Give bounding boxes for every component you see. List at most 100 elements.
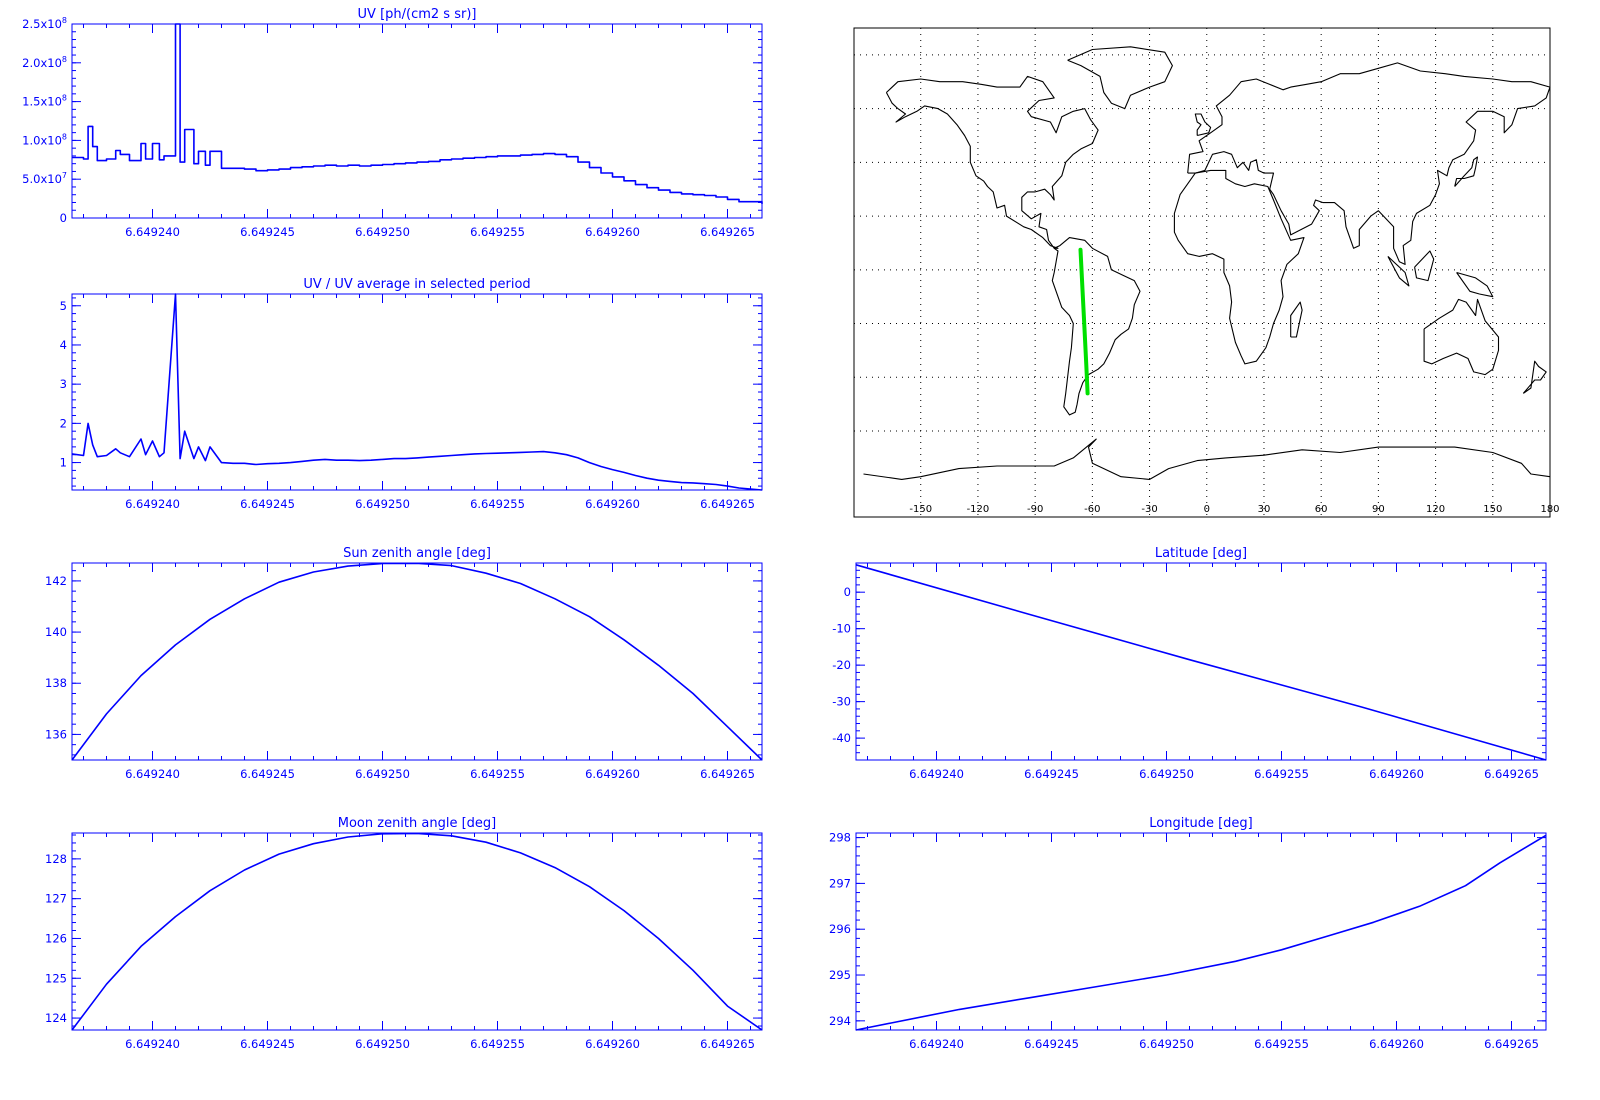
- map-lon-label: -60: [1084, 504, 1100, 515]
- plot-frame: [71, 832, 763, 1031]
- y-tick-label: 5.0x107: [22, 171, 67, 186]
- x-tick-label: 6.649250: [355, 1037, 410, 1051]
- map-lon-label: 30: [1258, 504, 1271, 515]
- y-tick-label: 0: [60, 211, 67, 225]
- map-lon-label: 150: [1483, 504, 1502, 515]
- y-tick-label: 295: [829, 968, 851, 982]
- chart-title: UV [ph/(cm2 s sr)]: [358, 7, 477, 22]
- y-tick-label: 1.0x108: [22, 132, 67, 147]
- map-lon-label: 180: [1540, 504, 1559, 515]
- plot-frame: [71, 23, 763, 219]
- y-tick-label: 127: [45, 892, 67, 906]
- plot-frame: [855, 562, 1547, 761]
- x-tick-label: 6.649265: [700, 767, 755, 781]
- chart-title: UV / UV average in selected period: [303, 277, 530, 292]
- latitude-panel: Latitude [deg] 6.649240 6.649245 6.649250 6.…: [832, 546, 1547, 781]
- chart-title: Longitude [deg]: [1149, 816, 1252, 831]
- series-line: [71, 562, 763, 761]
- x-tick-label: 6.649240: [125, 1037, 180, 1051]
- y-tick-label: 142: [45, 574, 67, 588]
- x-tick-label: 6.649255: [470, 767, 525, 781]
- x-tick-label: 6.649255: [1254, 1037, 1309, 1051]
- y-tick-label: 0: [844, 585, 851, 599]
- map-lon-label: 60: [1315, 504, 1328, 515]
- x-tick-label: 6.649260: [585, 767, 640, 781]
- x-tick-label: 6.649250: [1139, 1037, 1194, 1051]
- map-lon-label: -90: [1027, 504, 1043, 515]
- coastline-africa: [1173, 169, 1305, 365]
- y-tick-label: 126: [45, 931, 67, 945]
- x-tick-label: 6.649260: [585, 497, 640, 511]
- x-tick-label: 6.649245: [240, 1037, 295, 1051]
- x-tick-label: 6.649255: [470, 225, 525, 239]
- y-tick-label: 3: [60, 377, 67, 391]
- series-line: [71, 293, 763, 491]
- x-tick-label: 6.649250: [1139, 767, 1194, 781]
- x-tick-label: 6.649250: [355, 225, 410, 239]
- y-tick-label: 294: [829, 1014, 851, 1028]
- x-tick-label: 6.649245: [240, 225, 295, 239]
- y-tick-label: 136: [45, 727, 67, 741]
- coastline-madagascar: [1290, 301, 1303, 338]
- series-line: [855, 834, 1547, 1031]
- map-lon-label: -150: [909, 504, 932, 515]
- x-tick-label: 6.649265: [700, 497, 755, 511]
- longitude-panel: Longitude [deg] 6.649240 6.649245 6.649250 6…: [829, 816, 1547, 1051]
- y-tick-label: -20: [832, 658, 851, 672]
- x-tick-label: 6.649240: [909, 1037, 964, 1051]
- coastline-australia: [1423, 298, 1500, 376]
- plot-frame: [855, 832, 1547, 1031]
- moon-zenith-panel: Moon zenith angle [deg] 6.649240 6.649245 6…: [45, 816, 763, 1051]
- x-tick-label: 6.649245: [1024, 767, 1079, 781]
- series-line: [855, 564, 1547, 761]
- coastline-uk: [1194, 113, 1212, 137]
- y-tick-label: -30: [832, 695, 851, 709]
- y-tick-label: 125: [45, 971, 67, 985]
- y-tick-label: 297: [829, 876, 851, 890]
- y-tick-label: 2.5x108: [22, 16, 67, 31]
- x-tick-label: 6.649255: [470, 497, 525, 511]
- coastline-sumatra: [1387, 255, 1410, 287]
- satellite-track: [1078, 247, 1090, 396]
- x-tick-label: 6.649260: [585, 225, 640, 239]
- map-lon-label: 90: [1372, 504, 1385, 515]
- map-panel: -150 -120 -90 -60 -30 0 30 60 90 120 150 180: [853, 27, 1560, 518]
- y-tick-label: 298: [829, 831, 851, 845]
- y-tick-label: 1.5x108: [22, 94, 67, 109]
- x-tick-label: 6.649250: [355, 497, 410, 511]
- x-tick-label: 6.649250: [355, 767, 410, 781]
- uv-ratio-panel: UV / UV average in selected period 6.6492…: [60, 277, 763, 511]
- map-lon-label: -30: [1141, 504, 1157, 515]
- plot-frame: [71, 562, 763, 761]
- map-lon-label: -120: [967, 504, 990, 515]
- chart-title: Sun zenith angle [deg]: [343, 546, 491, 561]
- coastline-europe-asia: [1187, 62, 1551, 265]
- map-lon-label: 0: [1204, 504, 1210, 515]
- y-tick-label: -40: [832, 731, 851, 745]
- x-tick-label: 6.649240: [125, 225, 180, 239]
- y-tick-label: 140: [45, 625, 67, 639]
- x-tick-label: 6.649255: [1254, 767, 1309, 781]
- y-tick-label: 128: [45, 852, 67, 866]
- coastline-borneo: [1414, 250, 1435, 282]
- y-tick-label: 1: [60, 456, 67, 470]
- x-tick-label: 6.649255: [470, 1037, 525, 1051]
- coastline-new-zealand: [1522, 360, 1547, 394]
- x-tick-label: 6.649260: [1369, 1037, 1424, 1051]
- map-lon-label: 120: [1426, 504, 1445, 515]
- y-tick-label: 5: [60, 299, 67, 313]
- x-tick-label: 6.649260: [1369, 767, 1424, 781]
- coastline-greenland: [1067, 46, 1173, 110]
- plot-frame: [71, 293, 763, 491]
- y-tick-label: -10: [832, 622, 851, 636]
- y-tick-label: 296: [829, 922, 851, 936]
- y-tick-label: 124: [45, 1011, 67, 1025]
- x-tick-label: 6.649265: [1484, 1037, 1539, 1051]
- chart-title: Moon zenith angle [deg]: [338, 816, 496, 831]
- uv-panel: UV [ph/(cm2 s sr)] 6.649240 6.649245 6.6492…: [22, 7, 763, 239]
- coastline-japan: [1454, 156, 1479, 187]
- x-tick-label: 6.649260: [585, 1037, 640, 1051]
- y-tick-label: 138: [45, 676, 67, 690]
- coastline-north-america: [885, 75, 1099, 249]
